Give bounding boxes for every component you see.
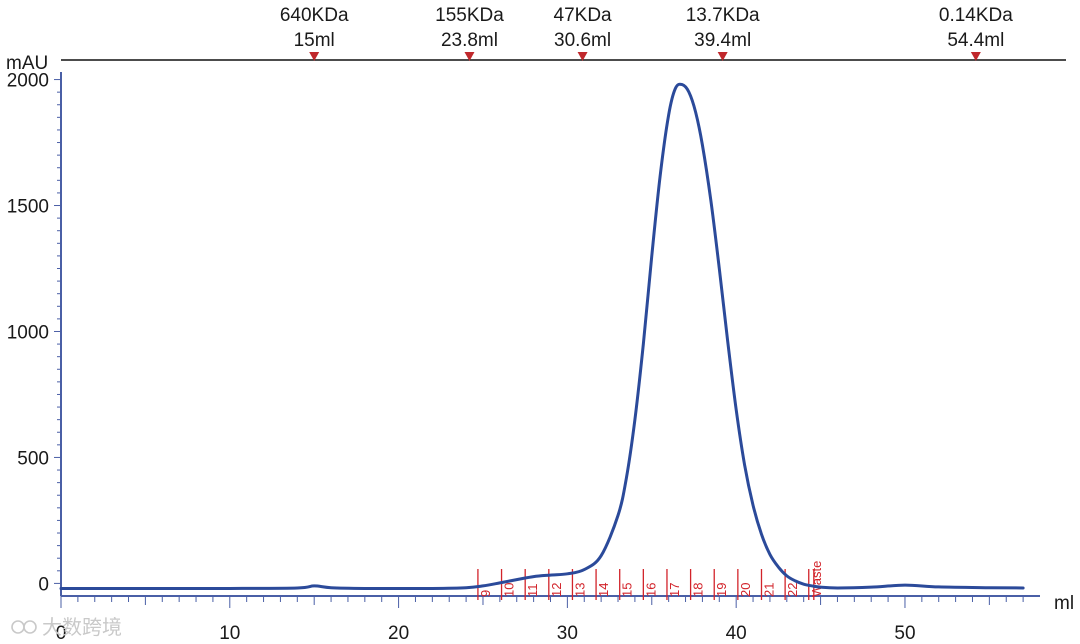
uv-trace-line <box>59 82 1025 590</box>
fraction-label: Waste <box>809 561 824 597</box>
marker-volume-label: 54.4ml <box>947 30 1004 51</box>
fraction-label: 9 <box>478 590 493 597</box>
x-tick-label: 20 <box>388 623 409 644</box>
y-tick-label: 2000 <box>7 71 49 92</box>
x-tick-label: 0 <box>56 623 67 644</box>
marker-volume-label: 30.6ml <box>554 30 611 51</box>
watermark: 大数跨境 <box>11 615 122 639</box>
marker-triangle <box>577 52 588 61</box>
y-tick-label: 1500 <box>7 197 49 218</box>
fraction-markers: 9 10 11 12 13 14 15 16 17 18 19 20 21 22 Waste <box>477 561 824 600</box>
fraction-label: 21 <box>761 583 776 597</box>
marker-triangle <box>970 52 981 61</box>
marker-triangle <box>717 52 728 61</box>
marker-mass-label: 0.14KDa <box>939 5 1013 26</box>
marker-volume-label: 23.8ml <box>441 30 498 51</box>
axes: 0 500 1000 1500 2000 0 10 20 30 40 50 ml mAU <box>6 53 1074 644</box>
fraction-label: 20 <box>738 583 753 597</box>
y-tick-label: 0 <box>38 574 49 595</box>
x-tick-label: 10 <box>219 623 240 644</box>
y-axis-label: mAU <box>6 53 48 74</box>
marker-mass-label: 640KDa <box>280 5 349 26</box>
x-axis-label: ml <box>1054 593 1074 614</box>
fraction-label: 16 <box>643 583 658 597</box>
fraction-label: 12 <box>549 583 564 597</box>
fraction-label: 13 <box>572 583 587 597</box>
marker-mass-label: 47KDa <box>554 5 613 26</box>
x-tick-label: 50 <box>894 623 915 644</box>
fraction-label: 17 <box>667 583 682 597</box>
watermark-text: 大数跨境 <box>42 615 122 639</box>
fraction-label: 11 <box>525 584 540 598</box>
y-tick-label: 500 <box>17 448 49 469</box>
x-tick-label: 30 <box>557 623 578 644</box>
marker-volume-label: 15ml <box>294 30 335 51</box>
fraction-label: 14 <box>596 583 611 597</box>
mw-markers: 640KDa 15ml 155KDa 23.8ml 47KDa 30.6ml 13.7KDa… <box>61 5 1066 61</box>
fraction-label: 18 <box>691 583 706 597</box>
marker-mass-label: 155KDa <box>435 5 504 26</box>
x-tick-label: 40 <box>726 623 747 644</box>
marker-mass-label: 13.7KDa <box>686 5 760 26</box>
marker-triangle <box>464 52 475 61</box>
marker-triangle <box>309 52 320 61</box>
marker-volume-label: 39.4ml <box>694 30 751 51</box>
fraction-label: 19 <box>714 583 729 597</box>
series <box>59 82 1025 590</box>
y-tick-label: 1000 <box>7 322 49 343</box>
fraction-label: 10 <box>502 583 517 597</box>
fraction-label: 15 <box>620 583 635 597</box>
fraction-label: 22 <box>785 583 800 597</box>
